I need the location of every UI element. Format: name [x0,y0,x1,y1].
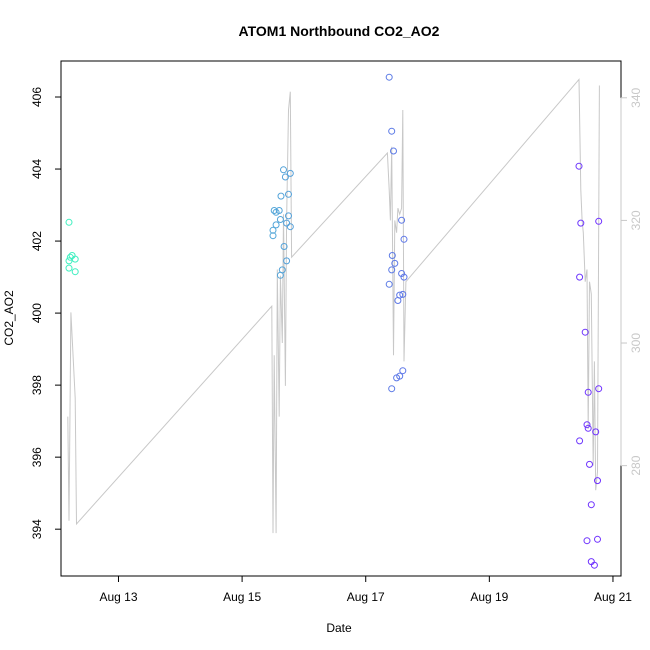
data-point [283,257,291,265]
y2-axis: 280 300 320 340 [620,87,643,476]
data-point [66,253,74,261]
data-point [388,252,396,259]
data-point [399,290,407,298]
data-point [280,243,288,250]
data-point [587,501,595,509]
data-point [390,147,397,155]
series-line-layer [67,78,600,534]
x-axis-label: Date [326,621,352,635]
data-point [577,219,585,227]
y2-tick-label: 340 [629,87,643,107]
data-point [283,219,291,227]
data-point [393,374,401,382]
x-tick-label: Aug 17 [347,590,385,604]
data-point [286,223,294,231]
data-point [576,273,584,281]
data-point [398,216,406,224]
series-points-layer [65,73,603,569]
x-tick-label: Aug 13 [99,590,137,604]
data-point [594,477,601,485]
plot-frame [60,60,622,577]
y-axis: 394 396 398 400 402 404 406 [30,87,62,539]
y-tick-label: 402 [30,231,44,251]
data-point [595,385,603,393]
data-point [584,388,592,396]
y-tick-label: 394 [30,519,44,539]
y-tick-label: 396 [30,447,44,467]
y-tick-label: 406 [30,87,44,107]
data-point [71,255,79,263]
data-point [65,218,73,226]
data-point [385,73,393,81]
data-point [275,207,283,214]
data-point [280,166,287,174]
data-point [281,173,289,181]
data-point [277,192,285,200]
data-point [592,428,600,436]
data-point [399,367,407,375]
data-point [394,297,402,304]
data-point [583,421,591,429]
data-point [272,221,280,229]
y-tick-label: 404 [30,159,44,179]
y-tick-label: 400 [30,303,44,323]
data-point [269,232,277,240]
y2-tick-label: 280 [629,455,643,475]
data-point [71,268,79,276]
data-point [594,535,601,543]
x-axis: Aug 13 Aug 15 Aug 17 Aug 19 Aug 21 [99,575,632,604]
y-axis-label: CO2_AO2 [2,290,16,346]
data-point [285,212,292,220]
data-point [270,207,278,214]
x-tick-label: Aug 15 [223,590,261,604]
data-point [285,190,292,198]
data-point [269,226,277,234]
data-point [575,162,583,170]
data-point [576,437,584,445]
data-point [595,217,603,225]
data-point [584,424,592,432]
data-point [388,266,396,274]
data-point [391,259,399,267]
data-point [276,216,284,223]
data-point [398,270,406,277]
data-point [388,127,396,135]
series-line [67,78,600,534]
data-point [400,235,408,243]
data-point [276,271,284,279]
x-tick-label: Aug 19 [470,590,508,604]
x-tick-label: Aug 21 [594,590,632,604]
data-point [385,280,393,288]
data-point [286,169,294,177]
data-point [590,561,598,569]
data-point [65,264,73,272]
y-tick-label: 398 [30,375,44,395]
chart-title: ATOM1 Northbound CO2_AO2 [239,23,440,39]
data-point [581,328,589,336]
data-point [388,385,396,393]
data-point [586,460,593,468]
y2-tick-label: 300 [629,333,643,353]
data-point [400,273,408,281]
y2-tick-label: 320 [629,210,643,230]
data-point [65,257,73,265]
data-point [583,537,591,545]
